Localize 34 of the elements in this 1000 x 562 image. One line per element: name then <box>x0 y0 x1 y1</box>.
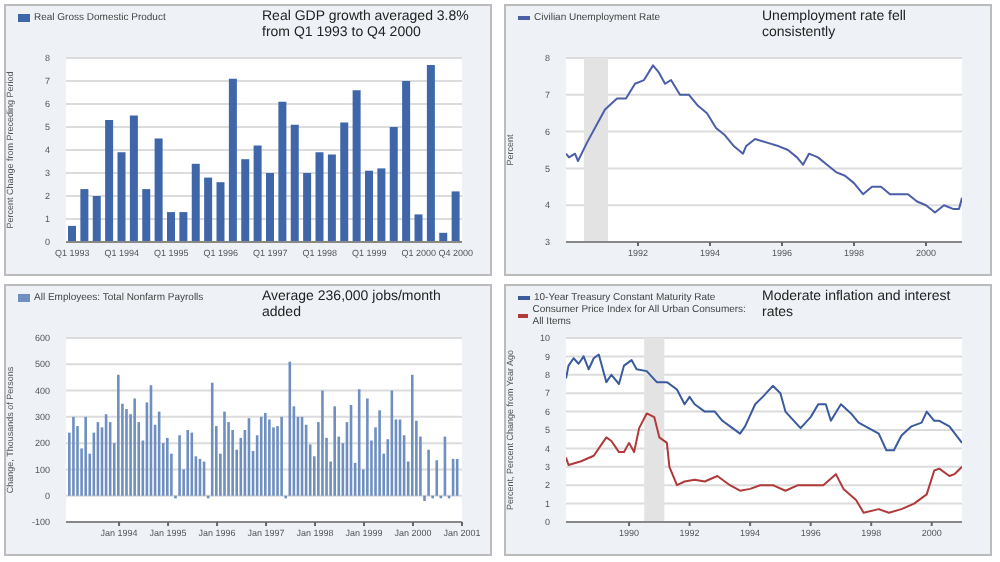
line-series <box>566 64 962 214</box>
bar <box>365 170 373 242</box>
bar <box>303 173 312 242</box>
bar <box>167 212 175 242</box>
bar <box>340 122 349 242</box>
bar <box>80 189 89 242</box>
bar <box>204 177 213 242</box>
line-series <box>566 412 962 514</box>
bar <box>327 154 336 242</box>
bar <box>290 124 299 242</box>
bar <box>117 152 126 242</box>
bar <box>191 163 200 242</box>
bar <box>278 101 287 242</box>
bar <box>129 115 138 242</box>
bar <box>179 212 188 242</box>
bar <box>402 81 411 242</box>
bar <box>228 78 237 242</box>
bar <box>352 90 361 242</box>
line-series <box>566 353 962 452</box>
bar <box>426 64 435 242</box>
bar <box>154 138 163 242</box>
bar <box>105 120 114 242</box>
bar <box>377 168 386 242</box>
bar <box>142 189 151 242</box>
bar <box>266 173 274 242</box>
bar <box>451 191 460 242</box>
bar <box>389 127 398 242</box>
bar <box>216 182 225 242</box>
bar <box>315 152 324 242</box>
bar <box>68 225 76 242</box>
bar <box>253 145 262 242</box>
bar <box>414 214 423 242</box>
bar <box>92 196 101 242</box>
bar <box>241 159 250 242</box>
